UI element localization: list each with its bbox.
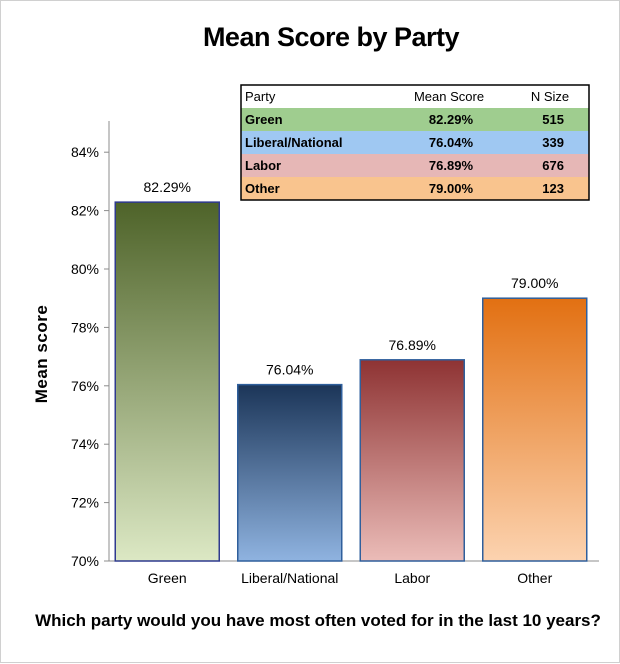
y-tick-label: 76% — [71, 378, 99, 394]
table-cell-mean: 82.29% — [429, 112, 474, 127]
table-cell-mean: 76.89% — [429, 158, 474, 173]
data-label: 76.04% — [266, 362, 313, 378]
table-cell-party: Liberal/National — [245, 135, 343, 150]
data-label: 79.00% — [511, 275, 558, 291]
table-cell-n: 515 — [542, 112, 564, 127]
table-header-mean: Mean Score — [414, 89, 484, 104]
category-label: Other — [517, 570, 552, 586]
y-tick-label: 84% — [71, 144, 99, 160]
x-axis-label: Which party would you have most often vo… — [35, 611, 601, 630]
bar-labor — [359, 359, 465, 562]
category-label: Green — [148, 570, 187, 586]
y-tick-label: 72% — [71, 495, 99, 511]
table-cell-party: Green — [245, 112, 283, 127]
bar-green — [114, 201, 220, 562]
table-header-party: Party — [245, 89, 276, 104]
table-cell-n: 676 — [542, 158, 564, 173]
category-label: Labor — [394, 570, 430, 586]
table-cell-party: Other — [245, 181, 280, 196]
chart-title: Mean Score by Party — [203, 22, 460, 52]
y-axis-label: Mean score — [32, 305, 51, 404]
y-tick-label: 74% — [71, 436, 99, 452]
y-tick-label: 70% — [71, 553, 99, 569]
table-cell-n: 123 — [542, 181, 564, 196]
table-header-n: N Size — [531, 89, 569, 104]
bar-other — [482, 297, 588, 562]
y-tick-label: 82% — [71, 203, 99, 219]
table-row — [241, 154, 589, 177]
y-tick-label: 80% — [71, 261, 99, 277]
table-row — [241, 108, 589, 131]
category-label: Liberal/National — [241, 570, 338, 586]
bar-liberal-national — [237, 383, 343, 562]
table-cell-n: 339 — [542, 135, 564, 150]
table-cell-mean: 76.04% — [429, 135, 474, 150]
table-border — [240, 84, 590, 201]
table-cell-party: Labor — [245, 158, 281, 173]
data-label: 82.29% — [144, 179, 191, 195]
table-row — [241, 131, 589, 154]
table-row — [241, 177, 589, 200]
table-cell-mean: 79.00% — [429, 181, 474, 196]
data-label: 76.89% — [389, 337, 436, 353]
summary-table: Party Mean Score N Size Green 82.29% 515 Liber… — [240, 84, 590, 201]
y-tick-label: 78% — [71, 319, 99, 335]
